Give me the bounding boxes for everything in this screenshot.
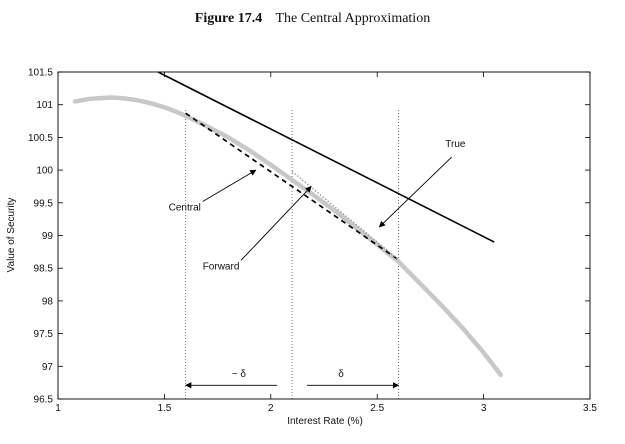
x-tick-label: 1 [55,403,61,414]
annotation-label: True [445,139,466,150]
y-tick-label: 100.5 [28,133,53,144]
y-tick-label: 99 [42,231,54,242]
y-tick-label: 97.5 [34,329,54,340]
y-axis-label: Value of Security [6,198,17,273]
y-tick-label: 96.5 [34,395,54,406]
y-tick-label: 99.5 [34,198,54,209]
central-series-line [185,112,399,261]
y-tick-label: 98.5 [34,264,54,275]
x-tick-label: 3.5 [583,403,597,414]
annotation-arrow [240,185,312,261]
price-series-line [72,95,503,378]
annotation-label: Central [169,203,201,214]
y-tick-label: 98 [42,296,54,307]
annotation-arrow [202,169,257,202]
figure-number: Figure 17.4 [194,11,263,26]
y-tick-label: 101.5 [28,68,53,79]
delta-label: − δ [232,369,247,380]
x-tick-label: 2 [268,403,274,414]
y-tick-label: 101 [36,100,53,111]
figure-title: Figure 17.4 The Central Approximation [0,11,625,27]
x-tick-label: 3 [481,403,487,414]
delta-label: δ [338,369,344,380]
x-tick-label: 1.5 [157,403,171,414]
y-tick-label: 97 [42,362,54,373]
figure-caption: The Central Approximation [275,11,431,26]
x-axis-label: Interest Rate (%) [287,416,363,427]
y-tick-label: 100 [36,166,53,177]
plot-frame [57,71,591,400]
annotation-label: Forward [203,262,240,273]
x-tick-label: 2.5 [370,403,384,414]
annotation-arrow [378,156,452,228]
true-series-line [157,71,495,243]
